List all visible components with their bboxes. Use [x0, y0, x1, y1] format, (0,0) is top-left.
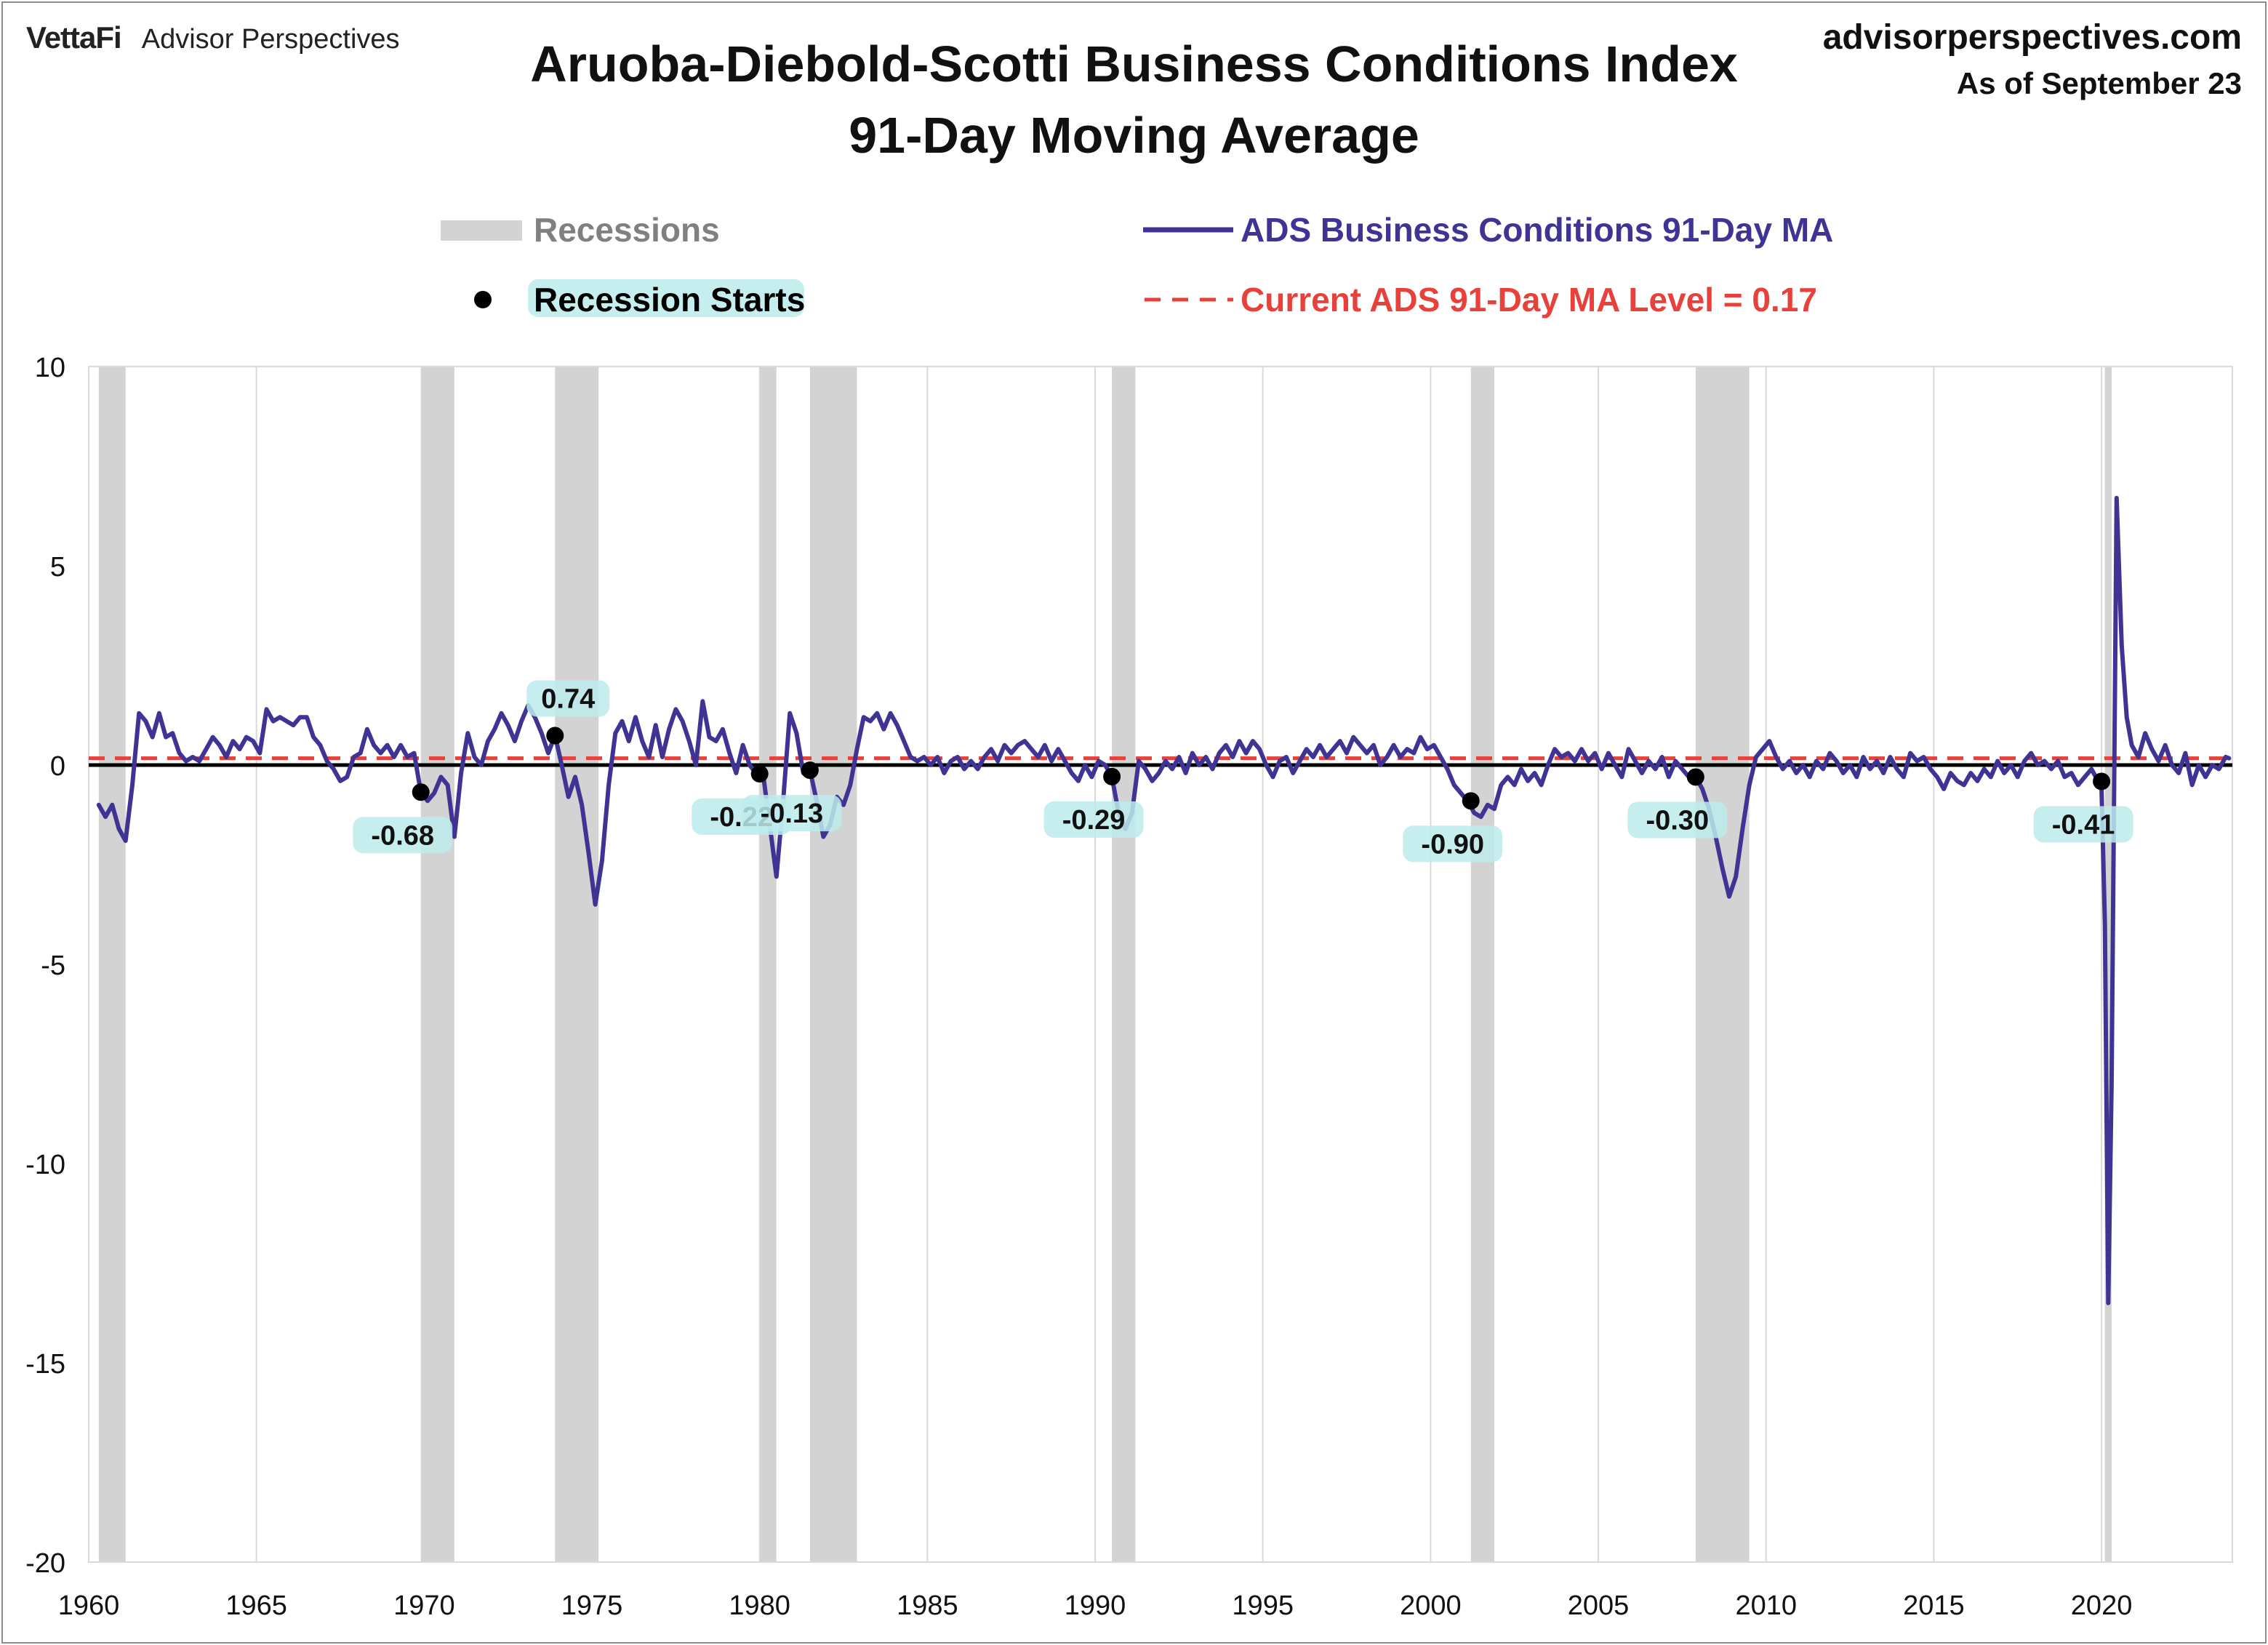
recession-start-label-bg-4 — [1043, 801, 1144, 838]
recession-band-0 — [98, 367, 126, 1562]
recession-band-3 — [759, 367, 777, 1562]
x-tick-1990: 1990 — [1065, 1590, 1126, 1621]
as-of-date: As of September 23 — [1956, 66, 2242, 100]
recession-band-1 — [420, 367, 454, 1562]
legend-recession-starts-label: Recession Starts — [534, 281, 805, 319]
x-tick-1960: 1960 — [58, 1590, 120, 1621]
x-tick-2010: 2010 — [1735, 1590, 1797, 1621]
recession-start-label-1: 0.74 — [541, 684, 595, 714]
recession-start-label-7: -0.41 — [2052, 809, 2115, 840]
vettafi-logo: VettaFi — [26, 20, 122, 55]
y-tick-0: 0 — [50, 751, 65, 782]
x-tick-2020: 2020 — [2071, 1590, 2133, 1621]
recession-start-dot-2 — [750, 765, 769, 783]
recession-band-7 — [1695, 367, 1750, 1562]
recession-start-dot-5 — [1462, 792, 1480, 810]
plot-area — [88, 366, 2233, 1563]
site-url[interactable]: advisorperspectives.com — [1822, 18, 2242, 57]
recession-start-label-0: -0.68 — [371, 820, 434, 851]
recession-start-label-bg-6 — [1627, 801, 1728, 838]
recession-start-dot-7 — [2093, 772, 2111, 791]
x-tick-1980: 1980 — [729, 1590, 790, 1621]
recession-start-label-bg-5 — [1403, 825, 1503, 862]
chart-title: Aruoba-Diebold-Scotti Business Condition… — [530, 36, 1738, 92]
legend-series-label: ADS Business Conditions 91-Day MA — [1241, 211, 1833, 249]
recession-start-label-4: -0.29 — [1062, 805, 1126, 836]
brand-name: Advisor Perspectives — [141, 24, 400, 55]
series-line-0 — [96, 495, 2232, 1305]
recession-start-label-bg-0 — [353, 817, 453, 854]
y-tick-10: 10 — [35, 353, 65, 383]
x-tick-1970: 1970 — [393, 1590, 455, 1621]
recession-start-dot-3 — [801, 761, 819, 780]
recession-start-dot-4 — [1103, 767, 1121, 785]
x-tick-1965: 1965 — [225, 1590, 287, 1621]
legend-current-level-label: Current ADS 91-Day MA Level = 0.17 — [1241, 281, 1817, 319]
recession-band-8 — [2104, 367, 2112, 1562]
recession-band-5 — [1112, 367, 1136, 1562]
recession-start-label-bg-1 — [526, 680, 610, 717]
recession-start-dot-6 — [1686, 768, 1704, 786]
x-tick-2000: 2000 — [1400, 1590, 1462, 1621]
y-tick--10: -10 — [25, 1150, 65, 1180]
y-tick-5: 5 — [50, 552, 65, 583]
recession-band-6 — [1470, 367, 1495, 1562]
x-tick-1995: 1995 — [1232, 1590, 1294, 1621]
x-tick-1985: 1985 — [897, 1590, 958, 1621]
y-tick--15: -15 — [25, 1349, 65, 1380]
brand-header: VettaFi Advisor Perspectives — [26, 20, 400, 55]
legend-recession-starts-bg — [528, 279, 804, 317]
legend-recessions-label: Recessions — [534, 211, 720, 249]
y-tick--20: -20 — [25, 1548, 65, 1579]
recession-start-label-5: -0.90 — [1421, 829, 1484, 860]
x-tick-2005: 2005 — [1568, 1590, 1630, 1621]
recession-start-label-6: -0.30 — [1646, 805, 1710, 836]
recession-start-label-3: -0.13 — [761, 799, 824, 829]
site-info: advisorperspectives.com As of September … — [1823, 17, 2242, 101]
x-tick-1975: 1975 — [561, 1590, 623, 1621]
recession-start-label-bg-7 — [2033, 806, 2133, 843]
y-tick--5: -5 — [41, 950, 65, 981]
recession-band-4 — [809, 367, 857, 1562]
chart-subtitle: 91-Day Moving Average — [849, 107, 1419, 164]
recession-start-label-bg-3 — [742, 795, 842, 832]
recession-band-2 — [555, 367, 599, 1562]
recession-start-dot-1 — [546, 727, 564, 745]
recession-start-dot-0 — [412, 783, 430, 801]
x-tick-2015: 2015 — [1903, 1590, 1965, 1621]
legend-recession-starts-swatch — [474, 291, 492, 308]
legend-recessions-swatch — [441, 220, 522, 241]
